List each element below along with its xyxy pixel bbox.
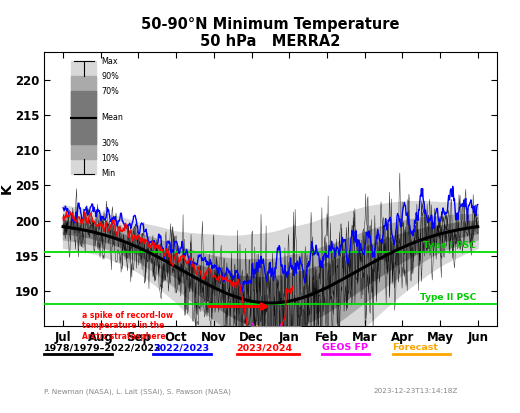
Text: Min: Min bbox=[101, 169, 116, 178]
Text: 10%: 10% bbox=[101, 154, 120, 163]
Bar bbox=[71, 76, 96, 159]
Text: GEOS FP: GEOS FP bbox=[322, 343, 368, 352]
Text: a spike of record-low
temperature in the
Arctic stratosphere: a spike of record-low temperature in the… bbox=[82, 311, 173, 341]
Text: 2023-12-23T13:14:18Z: 2023-12-23T13:14:18Z bbox=[373, 388, 458, 394]
Text: 1978/1979–2022/2023: 1978/1979–2022/2023 bbox=[44, 343, 162, 352]
Text: 30%: 30% bbox=[101, 139, 120, 148]
Text: 2023/2024: 2023/2024 bbox=[237, 343, 293, 352]
Bar bbox=[71, 91, 96, 144]
Text: 90%: 90% bbox=[101, 72, 120, 81]
Title: 50-90°N Minimum Temperature
50 hPa   MERRA2: 50-90°N Minimum Temperature 50 hPa MERRA… bbox=[141, 17, 400, 49]
Text: 2022/2023: 2022/2023 bbox=[153, 343, 210, 352]
Text: Max: Max bbox=[101, 57, 118, 66]
Text: Forecast: Forecast bbox=[393, 343, 438, 352]
Text: 70%: 70% bbox=[101, 87, 120, 96]
Y-axis label: K: K bbox=[0, 183, 14, 195]
Text: Type I PSC: Type I PSC bbox=[423, 241, 476, 250]
Text: Mean: Mean bbox=[101, 113, 124, 122]
Text: Type II PSC: Type II PSC bbox=[420, 293, 476, 302]
Bar bbox=[71, 61, 96, 174]
Text: P. Newman (NASA), L. Lait (SSAI), S. Pawson (NASA): P. Newman (NASA), L. Lait (SSAI), S. Paw… bbox=[44, 388, 231, 395]
